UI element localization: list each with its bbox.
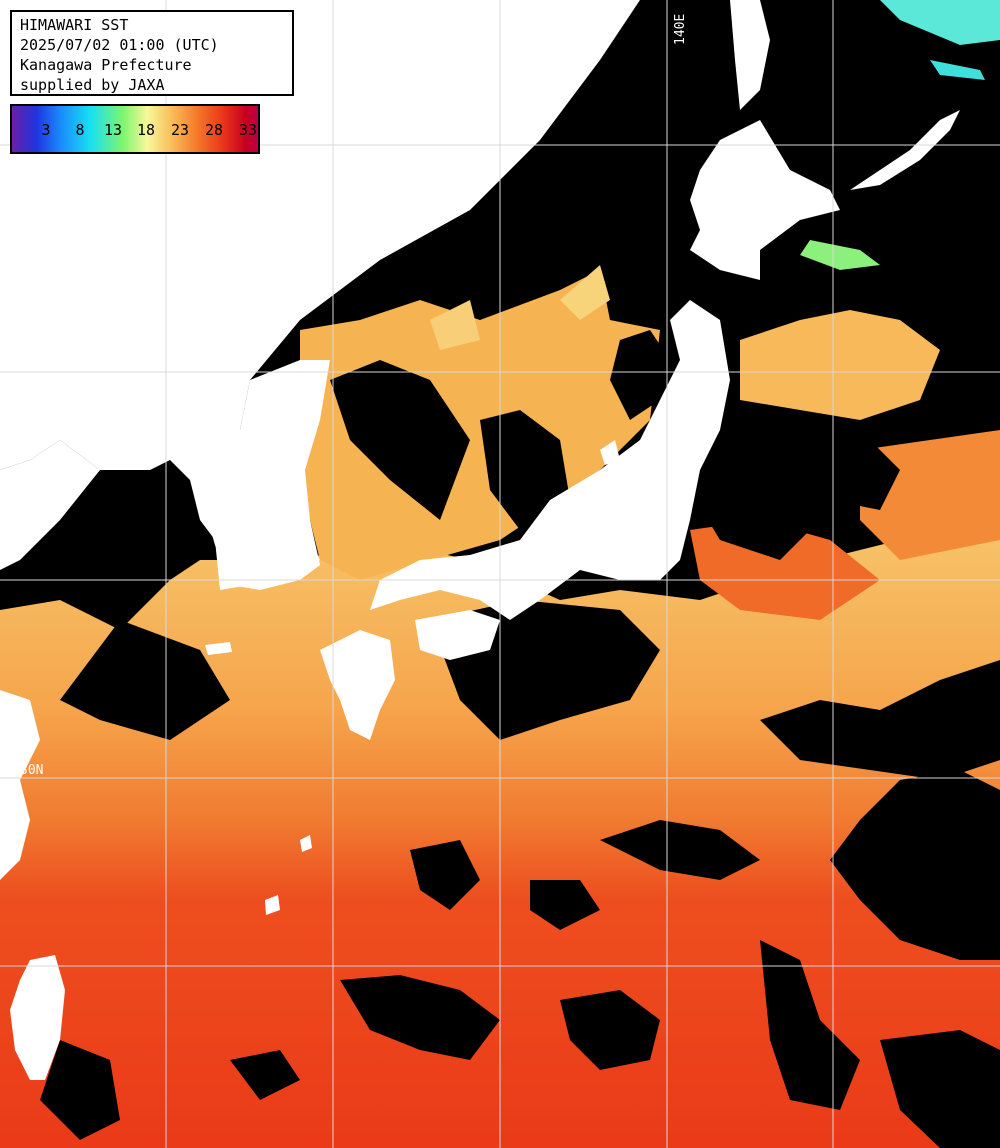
colorbar-tick: 8 — [75, 121, 85, 139]
china-coast — [0, 440, 100, 570]
sakhalin — [730, 0, 770, 110]
grid-label-40n: 40N — [14, 357, 37, 372]
hokkaido — [690, 120, 840, 280]
ulleung — [398, 125, 425, 160]
colorbar-tick: 3 — [41, 121, 51, 139]
kuril — [850, 110, 960, 190]
credit: supplied by JAXA — [20, 76, 165, 94]
shikoku — [415, 610, 500, 660]
timestamp: 2025/07/02 01:00 (UTC) — [20, 36, 219, 54]
product-title: HIMAWARI SST — [20, 16, 129, 34]
colorbar-tick: 18 — [136, 121, 156, 139]
grid-label-30n: 30N — [20, 763, 43, 778]
ryukyu-2 — [265, 895, 280, 915]
title-box: HIMAWARI SST 2025/07/02 01:00 (UTC) Kana… — [10, 10, 294, 96]
colorbar-tick: 13 — [103, 121, 123, 139]
colorbar-tick: 28 — [204, 121, 224, 139]
honshu — [370, 300, 730, 620]
kyushu — [320, 630, 395, 740]
grid-label-140e: 140E — [673, 14, 688, 45]
korea — [200, 360, 330, 590]
colorbar-tick: 33 — [238, 121, 258, 139]
temperature-colorbar: 3 8 13 18 23 28 33 — [10, 104, 260, 154]
sado — [600, 440, 620, 465]
ryukyu-1 — [300, 835, 312, 852]
china-south — [0, 690, 40, 880]
region-name: Kanagawa Prefecture — [20, 56, 192, 74]
taiwan — [10, 955, 65, 1080]
colorbar-tick: 23 — [170, 121, 190, 139]
jeju — [205, 642, 232, 655]
